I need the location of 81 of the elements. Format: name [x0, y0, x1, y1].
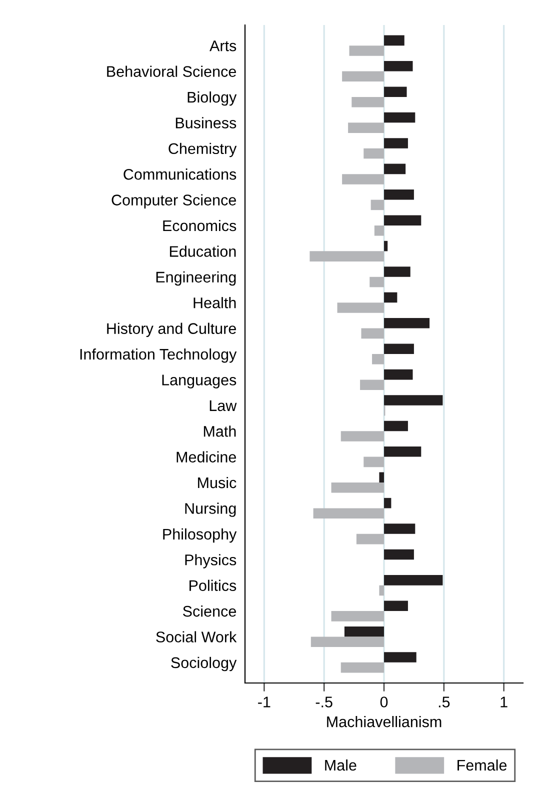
bar: [344, 626, 384, 637]
bar: [384, 266, 410, 277]
y-tick-label: Computer Science: [112, 194, 236, 208]
y-tick-label: Education: [170, 246, 236, 257]
y-tick-label: Math: [204, 426, 236, 437]
bar: [337, 302, 384, 313]
y-tick-label: Economics: [163, 220, 236, 232]
bar: [374, 225, 384, 236]
y-tick-label: Social Work: [156, 631, 237, 642]
y-tick-label: Languages: [162, 374, 236, 388]
bar: [310, 251, 384, 262]
bar: [379, 585, 384, 596]
y-tick-label: Engineering: [156, 271, 236, 286]
bar: [313, 508, 384, 518]
bar: [331, 611, 384, 622]
y-tick-label: Sociology: [171, 656, 237, 672]
bar: [384, 549, 414, 560]
y-tick-label: Philosophy: [163, 528, 237, 543]
bar: [384, 112, 416, 123]
x-tick-label: .5: [438, 696, 450, 708]
bar: [384, 498, 392, 508]
bar: [384, 318, 430, 328]
bar: [384, 164, 406, 174]
bar: [384, 446, 422, 457]
bar: [372, 354, 384, 364]
bar: [348, 122, 384, 133]
y-tick-label: Chemistry: [168, 142, 237, 158]
y-tick-label: Music: [198, 476, 236, 488]
bar: [384, 60, 413, 72]
y-tick-label: Nursing: [185, 502, 236, 517]
y-tick-label: Medicine: [176, 451, 236, 462]
y-tick-label: Science: [183, 605, 236, 617]
bar: [342, 174, 384, 184]
legend-label: Male: [325, 759, 356, 771]
y-tick-label: Politics: [190, 580, 236, 592]
bar: [384, 215, 422, 226]
bar: [384, 575, 443, 586]
bar: [384, 524, 416, 534]
bar: [384, 35, 404, 46]
y-tick-label: Law: [210, 400, 237, 412]
x-tick-label: 1: [500, 696, 508, 708]
bar: [361, 328, 384, 339]
bar: [370, 200, 384, 210]
bar: [384, 652, 416, 662]
bar: [352, 96, 384, 108]
y-tick-label: Physics: [185, 554, 236, 568]
bar: [340, 662, 384, 673]
bar: [384, 420, 408, 432]
bar: [356, 534, 384, 544]
x-axis-title: Machiavellianism: [327, 716, 442, 728]
x-tick-label: -.5: [316, 696, 332, 708]
x-tick-label: 0: [380, 696, 388, 708]
bar: [364, 456, 384, 468]
bar: [384, 190, 414, 200]
bar: [384, 292, 398, 303]
y-tick-label: Behavioral Science: [107, 66, 236, 77]
bar: [364, 148, 384, 159]
bar: [384, 369, 413, 380]
bar: [384, 240, 388, 252]
y-tick-label: Business: [176, 117, 236, 128]
bar: [370, 276, 384, 288]
bar: [310, 636, 384, 648]
bar: [384, 600, 408, 612]
bar: [340, 431, 384, 442]
bar: [331, 482, 384, 493]
y-tick-label: Biology: [188, 91, 237, 106]
y-tick-label: Information Technology: [80, 348, 237, 363]
y-tick-label: Arts: [210, 40, 236, 52]
bar: [384, 344, 414, 354]
x-tick-label: -1: [258, 696, 270, 708]
bar: [349, 46, 384, 56]
bar: [384, 86, 407, 97]
bar: [342, 71, 384, 82]
bar: [379, 472, 384, 483]
y-tick-label: Health: [194, 297, 236, 308]
bar: [360, 380, 384, 390]
y-tick-label: History and Culture: [107, 322, 236, 338]
legend-label: Female: [458, 759, 507, 771]
bar: [384, 395, 443, 406]
bar: [384, 138, 408, 148]
y-tick-label: Communications: [124, 168, 236, 180]
